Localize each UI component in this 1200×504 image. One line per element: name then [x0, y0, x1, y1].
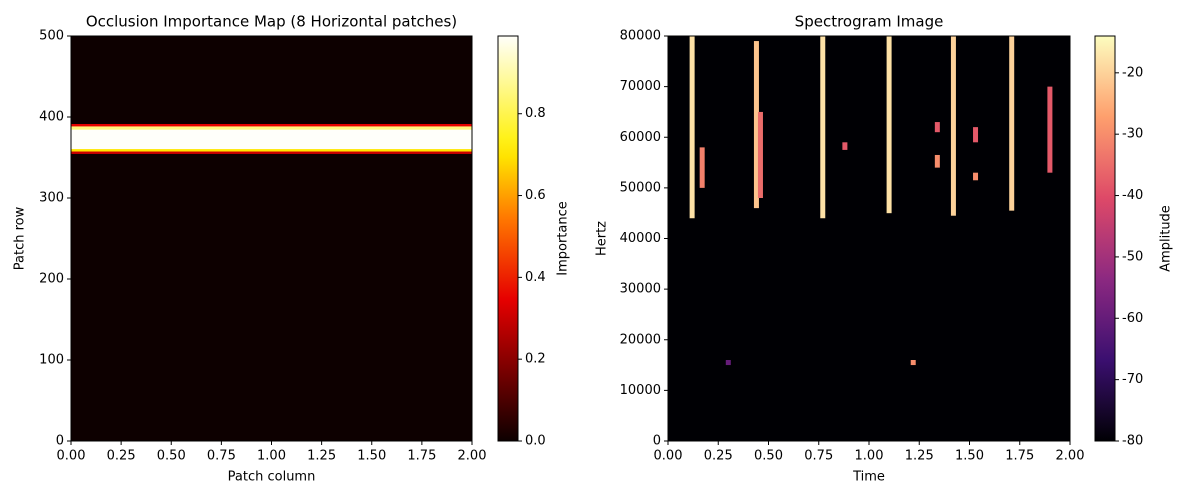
- y-tick-label: 300: [39, 191, 64, 206]
- colorbar: [497, 35, 519, 442]
- colorbar-tick-label: 0.0: [525, 434, 546, 449]
- heatmap-cell: [71, 153, 472, 442]
- y-tick-label: 70000: [620, 79, 661, 94]
- spectrogram-streak: [699, 147, 705, 188]
- x-tick-label: 1.25: [307, 449, 336, 464]
- y-tick-label: 100: [39, 353, 64, 368]
- colorbar-tick-label: -70: [1122, 372, 1143, 387]
- x-tick-label: 0.25: [107, 449, 136, 464]
- spectrogram-streak: [973, 127, 979, 143]
- colorbar-tick-label: -40: [1122, 188, 1143, 203]
- colorbar-label: Importance: [556, 201, 571, 276]
- y-tick-label: 0: [653, 434, 661, 449]
- chart-title: Occlusion Importance Map (8 Horizontal p…: [86, 13, 457, 31]
- x-tick-label: 0.00: [57, 449, 86, 464]
- spectrogram-streak: [934, 154, 940, 168]
- y-tick-label: 0: [56, 434, 64, 449]
- spectrogram-streak: [725, 360, 731, 366]
- colorbar-tick-label: -20: [1122, 65, 1143, 80]
- spectrogram-streak: [757, 111, 763, 198]
- spectrogram-streak: [1047, 86, 1053, 173]
- heatmap-cell: [71, 129, 472, 150]
- spectrogram-streak: [910, 360, 916, 366]
- x-tick-label: 0.75: [804, 449, 833, 464]
- x-tick-label: 1.00: [257, 449, 286, 464]
- heatmap-cell: [71, 148, 472, 152]
- y-tick-label: 60000: [620, 130, 661, 145]
- y-tick-label: 20000: [620, 332, 661, 347]
- heatmap-cell: [71, 125, 472, 130]
- x-tick-label: 0.25: [704, 449, 733, 464]
- colorbar-tick-label: 0.8: [525, 106, 546, 121]
- colorbar-tick-label: -80: [1122, 434, 1143, 449]
- x-tick-label: 1.25: [905, 449, 934, 464]
- x-tick-label: 1.50: [955, 449, 984, 464]
- colorbar-tick-label: 0.6: [525, 188, 546, 203]
- y-tick-label: 80000: [620, 29, 661, 44]
- y-tick-label: 400: [39, 110, 64, 125]
- spectrogram-streak: [950, 36, 956, 216]
- heatmap-cell: [71, 123, 472, 127]
- y-tick-label: 50000: [620, 180, 661, 195]
- heatmap-cell: [71, 36, 472, 124]
- x-axis-label: Time: [852, 470, 885, 485]
- spectrogram-streak: [753, 41, 759, 209]
- colorbar: [1094, 35, 1116, 442]
- colorbar-tick-label: 0.4: [525, 270, 546, 285]
- y-tick-label: 500: [39, 29, 64, 44]
- y-tick-label: 10000: [620, 383, 661, 398]
- heatmap-cell: [71, 151, 472, 154]
- spectrogram-streak: [934, 122, 940, 133]
- y-axis-label: Patch row: [13, 206, 28, 270]
- y-axis-label: Hertz: [595, 221, 610, 256]
- x-tick-label: 1.50: [357, 449, 386, 464]
- y-tick-label: 30000: [620, 282, 661, 297]
- colorbar-tick-label: 0.2: [525, 352, 546, 367]
- colorbar-tick-label: -60: [1122, 311, 1143, 326]
- y-tick-label: 40000: [620, 231, 661, 246]
- chart-title: Spectrogram Image: [795, 13, 944, 31]
- spectrogram-background: [668, 36, 1070, 441]
- x-tick-label: 0.50: [157, 449, 186, 464]
- spectrogram-streak: [689, 36, 695, 219]
- x-tick-label: 1.75: [407, 449, 436, 464]
- x-tick-label: 0.50: [754, 449, 783, 464]
- x-tick-label: 0.00: [654, 449, 683, 464]
- colorbar-tick-label: -30: [1122, 127, 1143, 142]
- x-tick-label: 2.00: [458, 449, 487, 464]
- x-tick-label: 1.75: [1005, 449, 1034, 464]
- spectrogram-streak: [973, 172, 979, 181]
- x-tick-label: 0.75: [207, 449, 236, 464]
- spectrogram-streak: [820, 36, 826, 219]
- spectrogram-streak: [886, 36, 892, 214]
- x-tick-label: 2.00: [1056, 449, 1085, 464]
- y-tick-label: 200: [39, 272, 64, 287]
- x-tick-label: 1.00: [855, 449, 884, 464]
- colorbar-tick-label: -50: [1122, 249, 1143, 264]
- colorbar-label: Amplitude: [1159, 205, 1174, 272]
- spectrogram-streak: [1009, 36, 1015, 211]
- spectrogram-streak: [842, 142, 848, 150]
- x-axis-label: Patch column: [228, 470, 316, 485]
